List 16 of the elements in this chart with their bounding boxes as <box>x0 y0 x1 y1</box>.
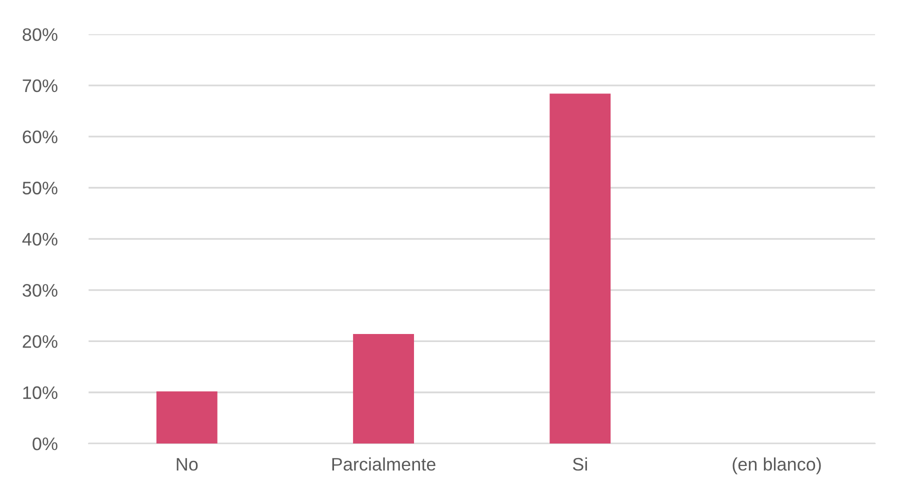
x-tick-label: No <box>176 458 198 471</box>
y-tick-label: 50% <box>22 182 58 194</box>
y-tick-label: 60% <box>22 130 58 144</box>
x-tick-label: Si <box>572 457 587 471</box>
bar <box>156 391 218 444</box>
y-tick-label: 10% <box>23 386 58 400</box>
x-tick-label: Parcialmente <box>332 457 436 471</box>
y-tick-label: 70% <box>22 79 58 92</box>
bar <box>550 94 611 444</box>
y-tick-label: 0% <box>32 437 58 450</box>
y-tick-label: 80% <box>22 28 58 41</box>
x-tick-label: (en blanco) <box>732 457 821 474</box>
y-tick-label: 30% <box>22 284 58 297</box>
y-tick-label: 20% <box>22 335 58 348</box>
y-tick-label: 40% <box>22 232 58 246</box>
bar <box>353 334 414 444</box>
